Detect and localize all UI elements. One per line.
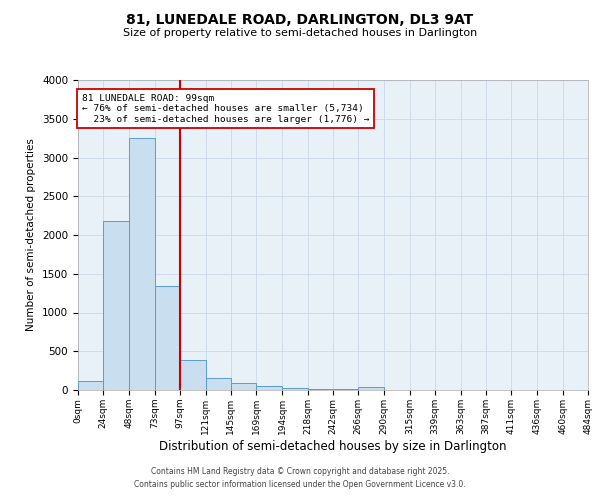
Text: 81, LUNEDALE ROAD, DARLINGTON, DL3 9AT: 81, LUNEDALE ROAD, DARLINGTON, DL3 9AT bbox=[127, 12, 473, 26]
Bar bbox=[155, 286, 180, 390]
Y-axis label: Number of semi-detached properties: Number of semi-detached properties bbox=[26, 138, 37, 332]
Text: Contains HM Land Registry data © Crown copyright and database right 2025.: Contains HM Land Registry data © Crown c… bbox=[151, 467, 449, 476]
Bar bbox=[308, 389, 333, 390]
Text: Size of property relative to semi-detached houses in Darlington: Size of property relative to semi-detach… bbox=[123, 28, 477, 38]
Bar bbox=[256, 386, 283, 390]
Text: 81 LUNEDALE ROAD: 99sqm
← 76% of semi-detached houses are smaller (5,734)
  23% : 81 LUNEDALE ROAD: 99sqm ← 76% of semi-de… bbox=[82, 94, 370, 124]
Bar bbox=[283, 388, 308, 390]
Bar bbox=[128, 138, 155, 390]
Bar bbox=[180, 360, 205, 390]
Bar bbox=[231, 383, 256, 390]
Bar bbox=[78, 382, 103, 390]
Bar bbox=[205, 378, 231, 390]
Bar bbox=[103, 221, 128, 390]
Text: Contains public sector information licensed under the Open Government Licence v3: Contains public sector information licen… bbox=[134, 480, 466, 489]
Bar bbox=[358, 387, 383, 390]
X-axis label: Distribution of semi-detached houses by size in Darlington: Distribution of semi-detached houses by … bbox=[159, 440, 507, 452]
